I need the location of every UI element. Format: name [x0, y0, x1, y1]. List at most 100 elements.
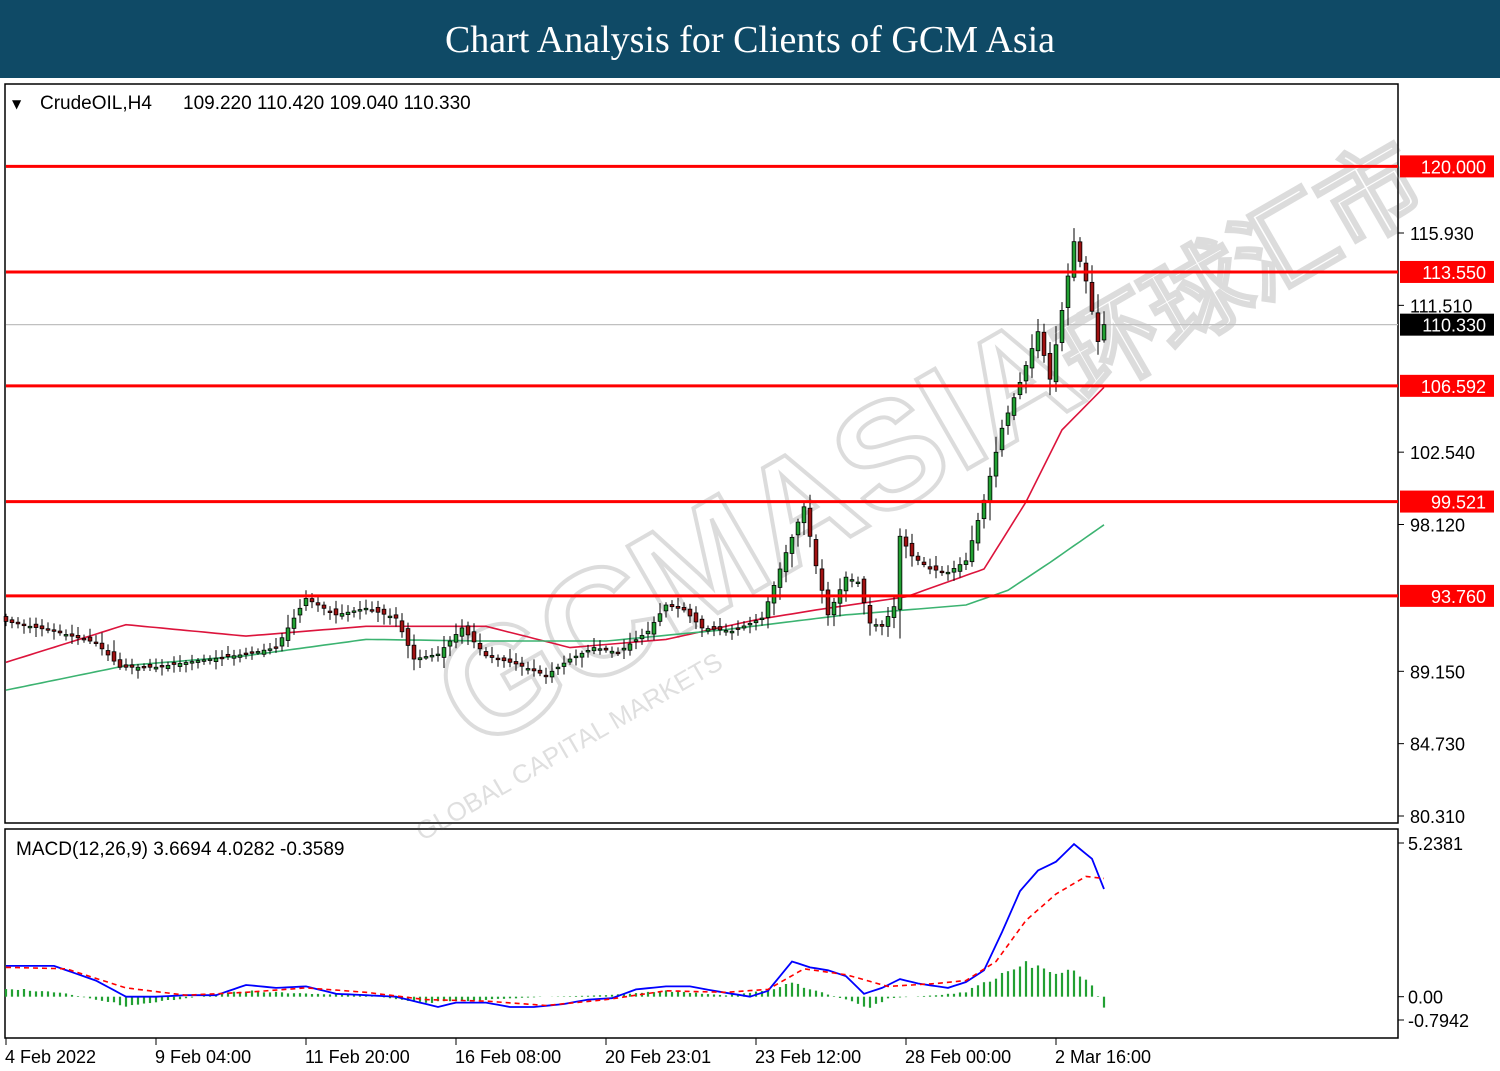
- candle: [633, 630, 639, 650]
- candle: [435, 646, 441, 662]
- candle-body: [549, 670, 555, 678]
- candle: [651, 616, 657, 641]
- candle-body: [339, 613, 345, 617]
- candle: [639, 628, 645, 645]
- candle-body: [183, 662, 189, 665]
- candle: [1065, 263, 1071, 326]
- candle-body: [795, 521, 801, 536]
- candle-body: [711, 626, 717, 630]
- candle: [369, 601, 375, 614]
- x-tick-label: 2 Mar 16:00: [1055, 1047, 1151, 1067]
- candle-body: [1035, 331, 1041, 352]
- candle: [705, 625, 711, 635]
- candle: [75, 626, 81, 645]
- candle-body: [879, 624, 885, 627]
- candle-body: [129, 664, 135, 668]
- candle-body: [21, 623, 27, 627]
- candle: [57, 624, 63, 636]
- candle-body: [405, 628, 411, 646]
- candle: [1035, 319, 1041, 359]
- candle: [1059, 302, 1065, 352]
- candle-body: [825, 589, 831, 616]
- candle: [459, 619, 465, 644]
- candle: [1023, 361, 1029, 394]
- candle-body: [297, 607, 303, 616]
- candle: [729, 624, 735, 640]
- candle: [3, 613, 9, 627]
- candle-body: [831, 601, 837, 616]
- candle-body: [459, 627, 465, 637]
- candle-body: [861, 578, 867, 603]
- candle-body: [447, 640, 453, 647]
- candle-body: [579, 652, 585, 658]
- candle: [117, 652, 123, 670]
- level-label: 93.760: [1431, 587, 1486, 607]
- candle-body: [741, 625, 747, 629]
- candle-body: [501, 657, 507, 662]
- y-tick-label: 89.150: [1410, 662, 1465, 682]
- candle: [627, 632, 633, 656]
- candle: [237, 649, 243, 663]
- candle-body: [1089, 281, 1095, 312]
- candle-body: [675, 605, 681, 609]
- candle: [165, 661, 171, 672]
- macd-panel-frame: [4, 828, 1399, 1039]
- candle-body: [171, 662, 177, 665]
- candle-body: [1101, 324, 1107, 341]
- candle-body: [603, 647, 609, 651]
- candle-body: [147, 663, 153, 668]
- candle-body: [351, 610, 357, 613]
- candle: [507, 648, 513, 668]
- candle-body: [27, 625, 33, 629]
- candle: [747, 616, 753, 634]
- candle: [1077, 237, 1083, 268]
- candle: [159, 659, 165, 676]
- candle-body: [219, 656, 225, 660]
- candle-body: [93, 641, 99, 644]
- candle: [615, 647, 621, 657]
- x-tick-label: 11 Feb 20:00: [305, 1047, 410, 1067]
- candle-body: [903, 536, 909, 547]
- candle-body: [987, 475, 993, 503]
- candle-body: [807, 507, 813, 537]
- candle-body: [9, 619, 15, 624]
- candle: [513, 653, 519, 671]
- candle-body: [51, 629, 57, 632]
- candle-body: [1005, 412, 1011, 426]
- candle: [999, 419, 1005, 457]
- x-tick-label: 9 Feb 04:00: [155, 1047, 251, 1067]
- candle-body: [333, 608, 339, 616]
- y-tick-label: 111.510: [1410, 296, 1472, 316]
- candle: [927, 558, 933, 575]
- candle-body: [915, 555, 921, 561]
- price-axis: 115.930 111.510 102.540 98.120 89.150 84.730 8…: [1398, 224, 1475, 827]
- candle: [213, 650, 219, 670]
- candle-body: [513, 661, 519, 665]
- candle: [531, 659, 537, 677]
- candle: [693, 606, 699, 630]
- candle: [867, 594, 873, 636]
- candle: [135, 663, 141, 679]
- candle-body: [495, 657, 501, 661]
- candle: [687, 603, 693, 624]
- candle: [153, 658, 159, 673]
- candle-body: [237, 654, 243, 658]
- candle: [879, 620, 885, 636]
- candle-body: [573, 655, 579, 659]
- candle: [447, 636, 453, 657]
- candle-body: [657, 613, 663, 622]
- candle-body: [963, 560, 969, 565]
- candle: [609, 646, 615, 658]
- candle-body: [69, 633, 75, 637]
- candle-body: [303, 598, 309, 607]
- symbol-marker[interactable]: ▼: [12, 97, 22, 111]
- candle: [429, 648, 435, 662]
- candle-body: [81, 638, 87, 641]
- candle: [909, 533, 915, 567]
- candle: [951, 560, 957, 581]
- candle-body: [789, 536, 795, 554]
- candle: [333, 600, 339, 624]
- candle-body: [1053, 344, 1059, 383]
- candle-body: [519, 662, 525, 667]
- candle: [681, 602, 687, 613]
